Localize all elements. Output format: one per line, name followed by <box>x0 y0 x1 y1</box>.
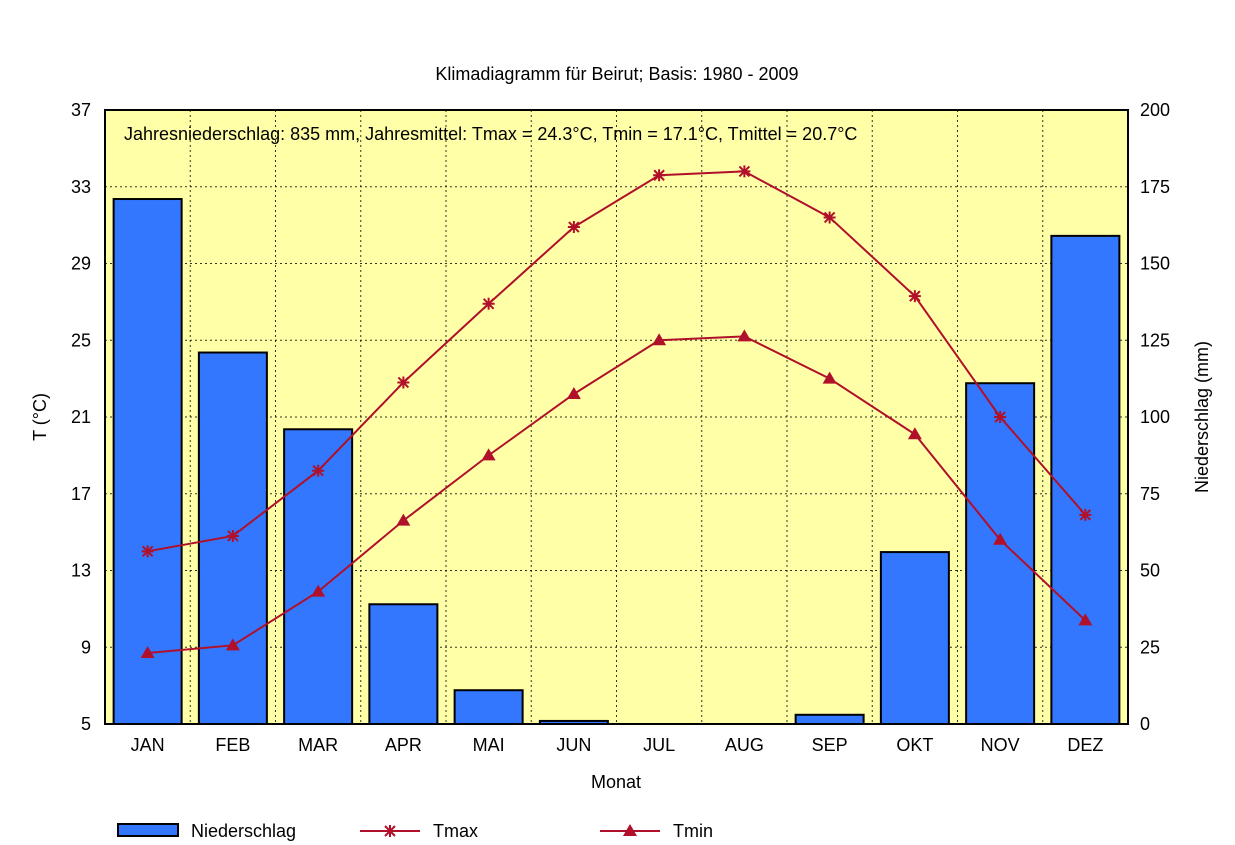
x-tick-label: MAR <box>298 735 338 755</box>
triangle-marker <box>652 333 667 346</box>
x-marker-shape <box>823 211 836 224</box>
x-marker-shape <box>908 290 921 303</box>
x-tick-label: JUN <box>556 735 591 755</box>
x-marker-shape <box>1079 508 1092 521</box>
chart-title: Klimadiagramm für Beirut; Basis: 1980 - … <box>435 64 798 84</box>
line-tmax <box>147 170 1087 553</box>
bar-mai <box>453 689 524 725</box>
bars <box>112 198 1121 726</box>
bar-sep <box>794 713 865 725</box>
y-tick-left: 21 <box>71 407 91 427</box>
x-tick-label: APR <box>385 735 422 755</box>
triangle-marker <box>225 638 240 651</box>
y-tick-right: 125 <box>1140 330 1170 350</box>
x-tick-label: NOV <box>981 735 1020 755</box>
y-tick-left: 17 <box>71 484 91 504</box>
triangle-marker <box>737 329 752 342</box>
x-marker-shape <box>226 529 239 542</box>
bar-jan <box>112 198 183 725</box>
triangle-marker <box>481 448 496 461</box>
x-marker-shape <box>482 297 495 310</box>
x-marker <box>738 165 751 178</box>
triangle-marker <box>311 584 326 597</box>
y-axis-label-left: T (°C) <box>30 393 50 441</box>
triangle-marker <box>907 427 922 440</box>
triangle-marker <box>566 386 581 399</box>
y-tick-left: 9 <box>81 637 91 657</box>
x-marker <box>141 545 154 558</box>
x-marker-shape <box>567 221 580 234</box>
x-tick-label: MAI <box>473 735 505 755</box>
x-marker <box>384 825 396 837</box>
legend-label-tmax: Tmax <box>433 821 478 841</box>
x-marker-shape <box>141 545 154 558</box>
x-tick-label: AUG <box>725 735 764 755</box>
y-tick-left: 29 <box>71 254 91 274</box>
bar-apr <box>368 603 439 726</box>
triangle-marker <box>396 513 411 526</box>
bar-okt <box>879 551 950 726</box>
legend-swatch-bar <box>117 823 179 837</box>
x-marker <box>653 169 666 182</box>
triangle-marker <box>623 824 637 836</box>
plot-frame <box>104 109 1129 725</box>
x-tick-label: DEZ <box>1067 735 1103 755</box>
x-marker <box>1079 508 1092 521</box>
y-tick-right: 0 <box>1140 714 1150 734</box>
triangle-marker <box>993 532 1008 545</box>
triangle-marker <box>140 646 155 659</box>
y-tick-right: 50 <box>1140 561 1160 581</box>
bar-nov <box>965 382 1036 725</box>
x-tick-label: OKT <box>896 735 933 755</box>
y-tick-right: 100 <box>1140 407 1170 427</box>
legend-label-tmin: Tmin <box>673 821 713 841</box>
legend-label-niederschlag: Niederschlag <box>191 821 296 841</box>
x-marker <box>312 464 325 477</box>
bar-mar <box>283 428 354 725</box>
x-marker-shape <box>738 165 751 178</box>
y-axis-label-right: Niederschlag (mm) <box>1192 341 1212 493</box>
line-tmin <box>147 335 1087 655</box>
x-marker <box>908 290 921 303</box>
y-tick-left: 37 <box>71 100 91 120</box>
x-tick-label: SEP <box>812 735 848 755</box>
bar-dez <box>1050 234 1121 725</box>
y-tick-left: 33 <box>71 177 91 197</box>
x-tick-label: JUL <box>643 735 675 755</box>
y-tick-left: 25 <box>71 330 91 350</box>
y-tick-left: 5 <box>81 714 91 734</box>
annotation: Jahresniederschlag: 835 mm, Jahresmittel… <box>124 124 857 144</box>
grid-lines <box>105 110 1128 724</box>
x-marker <box>994 411 1007 423</box>
tick-labels: 5 9 13 17 21 25 29 33 37 0 25 50 75 100 125 150 175 200 JA… <box>71 100 1170 755</box>
x-marker-shape <box>384 825 396 837</box>
y-tick-left: 13 <box>71 561 91 581</box>
x-tick-label: FEB <box>215 735 250 755</box>
x-axis-label: Monat <box>591 772 641 792</box>
x-marker <box>567 221 580 234</box>
legend: Niederschlag Tmax Tmin <box>117 821 713 841</box>
x-marker-shape <box>397 376 410 389</box>
y-tick-right: 75 <box>1140 484 1160 504</box>
x-marker <box>823 211 836 224</box>
x-marker <box>482 297 495 310</box>
y-tick-right: 200 <box>1140 100 1170 120</box>
x-marker-shape <box>653 169 666 182</box>
lines <box>140 165 1093 659</box>
y-tick-right: 175 <box>1140 177 1170 197</box>
x-marker <box>226 529 239 542</box>
x-marker-shape <box>312 464 325 477</box>
x-marker-shape <box>994 411 1007 423</box>
triangle-marker <box>1078 613 1093 626</box>
y-tick-right: 25 <box>1140 637 1160 657</box>
x-marker <box>397 376 410 389</box>
y-tick-right: 150 <box>1140 254 1170 274</box>
x-tick-label: JAN <box>131 735 165 755</box>
triangle-marker <box>822 371 837 384</box>
